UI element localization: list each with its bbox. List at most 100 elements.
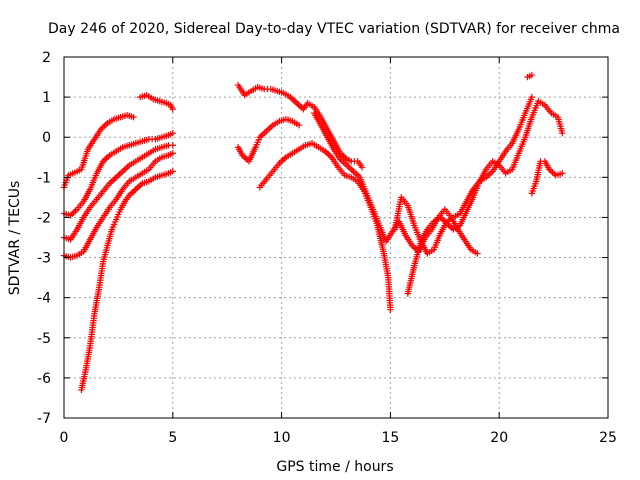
data-point-interp: [99, 124, 106, 131]
x-tick-label: 20: [490, 430, 508, 446]
data-point-interp: [72, 207, 79, 215]
data-point-interp: [288, 95, 296, 102]
data-point: [474, 250, 481, 257]
data-point-interp: [266, 124, 273, 132]
y-tick-label: -4: [37, 291, 51, 307]
plot-frame: [63, 56, 609, 419]
data-point-interp: [116, 171, 123, 178]
data-point-interp: [102, 121, 110, 128]
data-point-interp: [259, 131, 267, 138]
data-point: [358, 164, 366, 171]
data-point-interp: [242, 155, 249, 162]
data-point: [528, 93, 536, 101]
data-point: [295, 121, 303, 129]
data-point: [559, 130, 566, 137]
series-arc-11: [391, 93, 536, 257]
y-tick-label: -5: [37, 331, 51, 347]
data-point: [169, 150, 176, 157]
data-point-interp: [292, 98, 299, 105]
data-point-interp: [340, 153, 347, 160]
x-tick-label: 15: [381, 430, 399, 446]
data-point-interp: [109, 177, 117, 184]
data-point-interp: [268, 123, 275, 130]
y-axis-label: SDTVAR / TECUs: [7, 181, 23, 296]
data-point: [263, 128, 270, 135]
data-point: [169, 105, 176, 113]
x-tick-label: 0: [60, 430, 69, 446]
data-point-interp: [261, 129, 268, 136]
data-point-interp: [348, 166, 355, 174]
y-tick-label: 2: [42, 50, 51, 66]
series-arc-7: [234, 115, 303, 165]
data-point-interp: [103, 155, 110, 162]
data-point-interp: [68, 210, 76, 218]
data-point-interp: [277, 158, 285, 165]
series-arc-3: [60, 130, 176, 219]
data-point-interp: [134, 184, 141, 192]
data-point-interp: [486, 171, 493, 178]
data-point: [132, 186, 140, 193]
x-tick-label: 10: [273, 430, 291, 446]
data-point-interp: [104, 153, 112, 160]
data-point-interp: [487, 169, 495, 177]
series-arc-2: [136, 91, 176, 113]
series-arc-6: [78, 168, 176, 394]
series-arc-9: [256, 140, 394, 313]
data-point: [113, 174, 120, 181]
data-point: [293, 99, 301, 107]
data-point-interp: [135, 183, 143, 190]
data-point-interp: [410, 243, 417, 251]
data-point-interp: [124, 163, 131, 171]
series-arc-5: [60, 150, 176, 261]
data-point-interp: [296, 102, 304, 110]
data-point: [169, 168, 176, 175]
data-point-interp: [326, 152, 334, 159]
series-arc-4: [60, 142, 176, 243]
y-tick-label: -1: [37, 170, 51, 186]
data-point-interp: [114, 172, 122, 180]
y-tick-label: -3: [37, 251, 51, 267]
y-tick-label: -6: [37, 371, 51, 387]
data-point-interp: [353, 171, 360, 178]
chart-title: Day 246 of 2020, Sidereal Day-to-day VTE…: [48, 21, 620, 37]
data-point: [528, 71, 536, 79]
data-point-interp: [279, 157, 286, 164]
series-arc-10: [311, 109, 481, 257]
y-tick-label: -2: [37, 210, 51, 226]
data-point-interp: [342, 160, 349, 167]
data-point-interp: [345, 163, 352, 171]
data-point-interp: [351, 169, 359, 177]
data-point: [130, 113, 137, 121]
data-point: [169, 142, 176, 149]
data-point-interp: [323, 149, 330, 156]
data-point: [350, 168, 357, 175]
series-arc-8: [234, 81, 366, 171]
data-point-interp: [111, 175, 118, 183]
data-point-interp: [264, 126, 272, 133]
data-point-interp: [295, 101, 302, 108]
x-tick-label: 5: [168, 430, 177, 446]
data-point-interp: [346, 165, 354, 172]
data-point: [387, 306, 394, 313]
data-point-interp: [281, 155, 288, 162]
y-tick-label: -7: [37, 411, 51, 427]
data-point-interp: [290, 96, 297, 104]
y-tick-label: 0: [42, 130, 51, 146]
data-point-interp: [325, 151, 332, 158]
data-point-interp: [121, 166, 128, 174]
data-point-interp: [101, 122, 108, 130]
data-point-interp: [129, 189, 136, 196]
data-point: [169, 130, 176, 137]
y-tick-label: 1: [42, 90, 51, 106]
series-arc-12: [404, 97, 566, 297]
data-point-interp: [549, 169, 556, 176]
series-arc-1: [60, 111, 137, 191]
data-point-interp: [338, 157, 346, 164]
data-point-interp: [108, 178, 115, 186]
data-point: [559, 170, 566, 177]
x-axis-label: GPS time / hours: [276, 459, 393, 475]
data-point: [119, 168, 126, 175]
data-point-interp: [117, 169, 125, 177]
